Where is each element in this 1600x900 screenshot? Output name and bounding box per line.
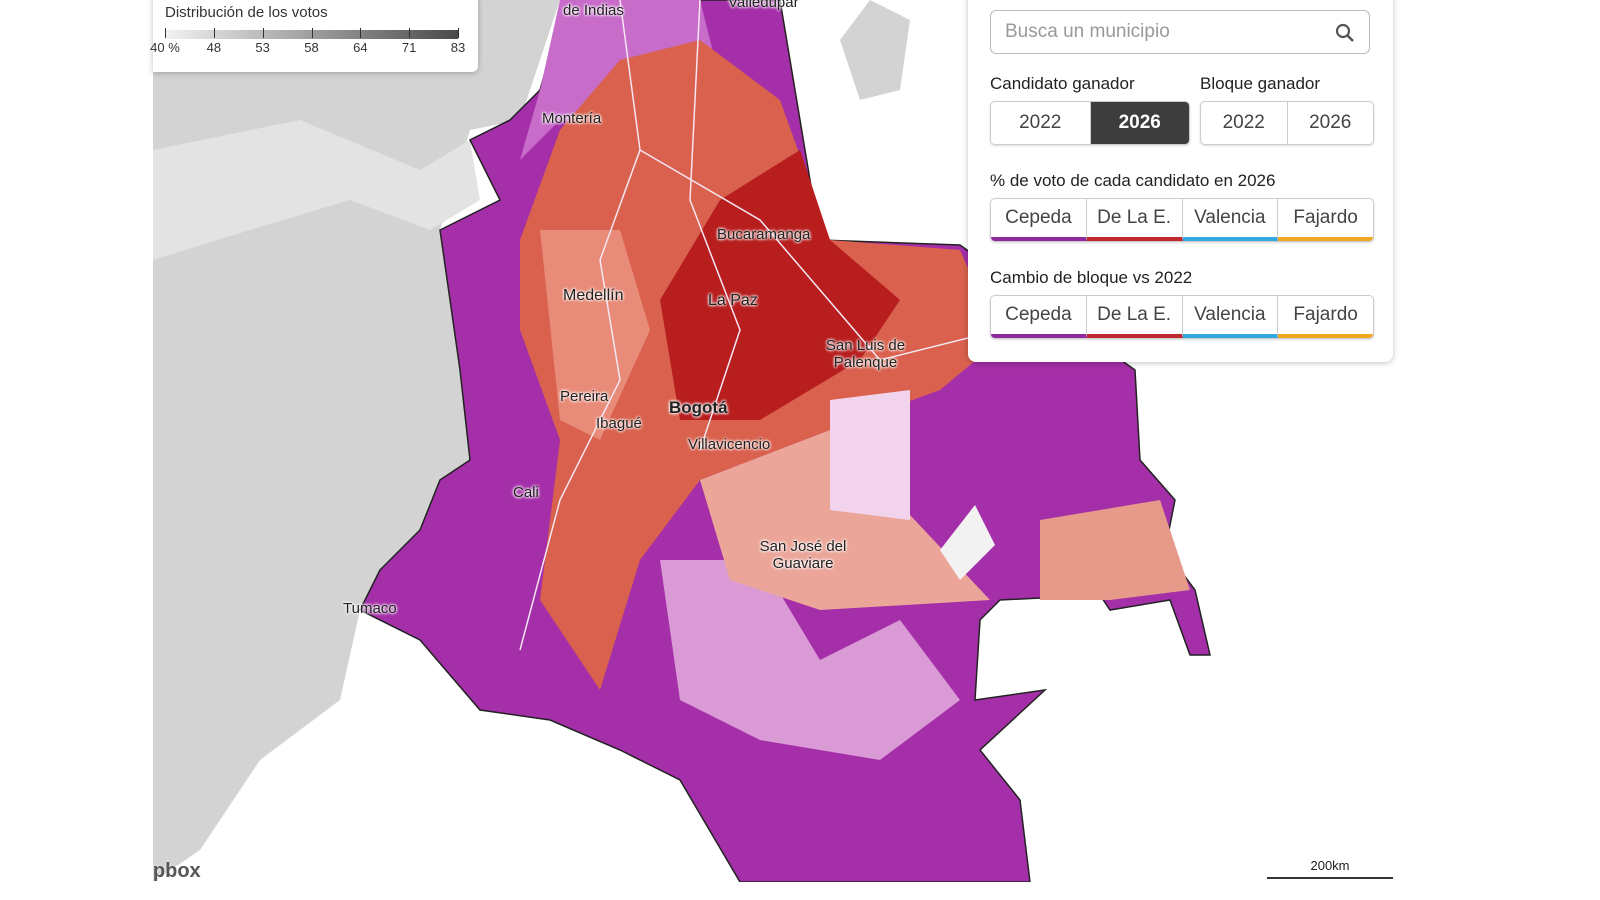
control-panel: Busca un municipio Candidato ganador 202…: [968, 0, 1393, 362]
search-placeholder: Busca un municipio: [1005, 21, 1170, 42]
legend-panel: Distribución de los votos 40 % 48 53 58 64 71…: [150, 0, 478, 72]
scale-bar: 200km: [1267, 858, 1393, 879]
map-svg: [153, 0, 1211, 882]
legend-tick-label: 58: [304, 40, 319, 55]
legend-tick-label: 40 %: [150, 40, 180, 55]
place-label: Ibagué: [596, 415, 642, 432]
legend-tick: [165, 28, 166, 38]
panama: [153, 120, 480, 260]
option-button[interactable]: 2026: [1090, 102, 1189, 144]
section-label: Cambio de bloque vs 2022: [990, 268, 1193, 287]
section-label: Candidato ganador: [990, 74, 1135, 93]
place-label: Pereira: [560, 388, 609, 405]
legend-ticks: 40 % 48 53 58 64 71 83: [150, 28, 465, 68]
option-button[interactable]: Fajardo: [1278, 199, 1373, 241]
legend-tick-label: 71: [401, 40, 417, 55]
section-label: Bloque ganador: [1200, 74, 1321, 93]
legend-tick: [213, 28, 215, 38]
option-button[interactable]: Cepeda: [991, 199, 1087, 241]
place-label: San José del Guaviare: [759, 538, 847, 572]
region: [830, 390, 910, 520]
option-button[interactable]: Cepeda: [991, 296, 1087, 338]
option-button[interactable]: 2022: [991, 102, 1091, 144]
region: [540, 230, 650, 440]
option-button[interactable]: Valencia: [1182, 199, 1279, 241]
legend-tick-label: 83: [450, 40, 466, 55]
option-button[interactable]: De La E.: [1086, 199, 1183, 241]
place-label: Bogotá: [669, 398, 728, 417]
legend-tick-label: 53: [255, 40, 270, 55]
option-button[interactable]: Fajardo: [1278, 296, 1373, 338]
roads: [519, 0, 1001, 651]
legend-tick: [409, 28, 411, 38]
legend-tick-label: 64: [353, 40, 368, 55]
segmented-control: 2022 2026: [1200, 101, 1374, 145]
option-button[interactable]: Valencia: [1182, 296, 1279, 338]
place-label: Montería: [542, 110, 602, 127]
place-label: San Luis de Palenque: [825, 337, 906, 371]
legend-tick: [458, 28, 459, 38]
legend-tick-label: 48: [206, 40, 222, 55]
search-box[interactable]: Busca un municipio: [990, 10, 1370, 54]
section-label: % de voto de cada candidato en 2026: [990, 171, 1276, 190]
option-button[interactable]: De La E.: [1086, 296, 1183, 338]
place-label: Valledupar: [728, 0, 799, 11]
option-button[interactable]: 2026: [1309, 112, 1352, 133]
place-label: Medellín: [563, 287, 624, 304]
place-label: La Paz: [708, 292, 758, 309]
region: [660, 560, 960, 760]
place-label: Tumaco: [343, 600, 397, 617]
segmented-control: 2022 2026: [990, 101, 1190, 145]
segmented-control: Cepeda De La E. Valencia Fajardo: [990, 198, 1374, 242]
legend-tick: [360, 28, 362, 38]
place-label: Cali: [513, 484, 539, 501]
place-label: Villavicencio: [688, 436, 771, 453]
region: [1040, 500, 1190, 600]
region: [660, 150, 900, 420]
legend-tick: [262, 28, 264, 38]
segmented-control: Cepeda De La E. Valencia Fajardo: [990, 295, 1374, 339]
island: [840, 0, 910, 100]
attribution: mapbox: [153, 860, 201, 882]
legend-tick: [311, 28, 313, 38]
place-label: Bucaramanga: [717, 226, 811, 243]
option-button[interactable]: 2022: [1201, 102, 1288, 144]
map[interactable]: Valledupar de Indias Montería Bucaramang…: [153, 0, 1600, 882]
legend-title: Distribución de los votos: [165, 4, 328, 21]
region: [940, 505, 995, 580]
region: [700, 430, 990, 610]
search-icon: [1335, 23, 1354, 42]
place-label: de Indias: [563, 2, 624, 19]
